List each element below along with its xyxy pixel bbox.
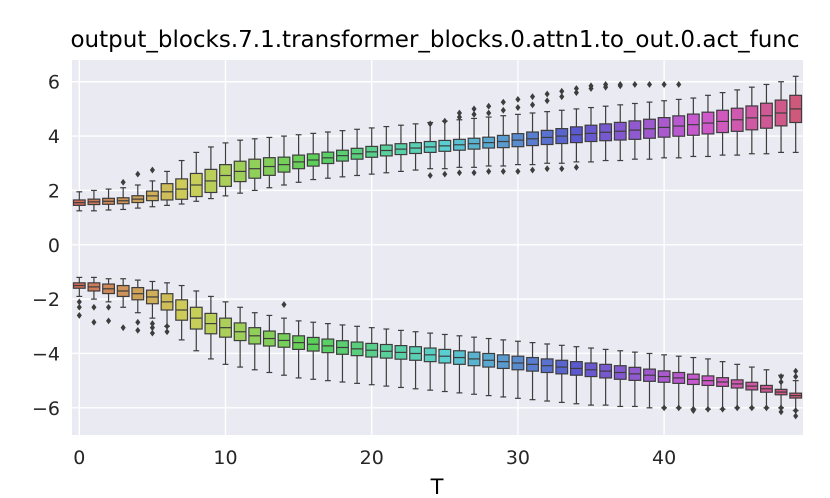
outlier-point xyxy=(471,169,477,177)
outlier-point xyxy=(500,106,506,114)
outlier-point xyxy=(559,165,565,173)
outlier-point xyxy=(544,97,550,105)
outlier-point xyxy=(486,102,492,110)
outlier-point xyxy=(486,109,492,117)
outlier-point xyxy=(76,312,82,319)
outlier-point xyxy=(135,326,141,334)
y-tick-label: −2 xyxy=(32,289,60,311)
x-tick-label: 10 xyxy=(213,447,237,469)
outlier-point xyxy=(778,404,784,412)
chart-title: output_blocks.7.1.transformer_blocks.0.a… xyxy=(70,27,799,53)
outlier-point xyxy=(676,81,682,88)
y-tick-label: 2 xyxy=(48,180,60,202)
outlier-point xyxy=(515,96,521,103)
x-tick-label: 30 xyxy=(506,447,530,469)
x-tick-labels: 0 10 20 30 40 xyxy=(73,447,676,469)
outlier-point xyxy=(281,301,287,308)
outlier-point xyxy=(646,81,653,88)
y-tick-label: 6 xyxy=(48,72,60,94)
outlier-point xyxy=(500,168,506,175)
outlier-point xyxy=(500,98,506,106)
outlier-point xyxy=(135,170,141,178)
outlier-point xyxy=(120,324,126,332)
outlier-point xyxy=(427,172,433,179)
outlier-point xyxy=(793,412,799,420)
outlier-point xyxy=(720,405,726,413)
y-tick-label: −6 xyxy=(32,398,60,420)
outlier-point xyxy=(573,89,579,97)
outlier-point xyxy=(529,101,536,109)
outlier-point xyxy=(91,318,97,326)
outlier-point xyxy=(486,168,492,175)
x-axis-label: T xyxy=(430,475,444,498)
outlier-point xyxy=(559,93,565,101)
outlier-point xyxy=(164,322,170,330)
outlier-points xyxy=(76,81,799,420)
outlier-point xyxy=(778,373,784,380)
outlier-point xyxy=(734,404,740,412)
y-tick-labels: −6 −4 −2 0 2 4 6 xyxy=(32,72,60,420)
outlier-point xyxy=(529,93,536,101)
outlier-point xyxy=(164,328,170,336)
outlier-point xyxy=(471,110,477,118)
outlier-point xyxy=(91,303,97,311)
outlier-point xyxy=(456,109,462,117)
outlier-point xyxy=(676,404,682,412)
x-tick-label: 20 xyxy=(360,447,384,469)
outlier-point xyxy=(135,318,141,326)
outlier-point xyxy=(690,407,696,414)
outlier-point xyxy=(149,324,155,332)
outlier-point xyxy=(442,170,448,178)
y-tick-label: −4 xyxy=(32,343,60,365)
outlier-point xyxy=(559,87,565,95)
outlier-point xyxy=(617,81,623,88)
outlier-point xyxy=(793,373,799,380)
outlier-point xyxy=(544,90,550,98)
outlier-point xyxy=(106,317,112,325)
outlier-point xyxy=(471,105,477,113)
x-tick-label: 0 xyxy=(73,447,85,469)
outlier-point xyxy=(749,404,755,412)
outlier-point xyxy=(149,320,155,327)
outlier-point xyxy=(149,329,155,337)
y-tick-label: 0 xyxy=(48,235,60,257)
outlier-point xyxy=(763,404,769,412)
y-tick-label: 4 xyxy=(48,126,60,148)
outlier-point xyxy=(120,178,126,186)
box-series xyxy=(72,75,803,412)
outlier-point xyxy=(573,163,579,171)
outlier-point xyxy=(573,85,579,92)
outlier-point xyxy=(588,82,594,90)
outlier-point xyxy=(661,404,667,412)
outlier-point xyxy=(632,81,638,88)
outlier-point xyxy=(515,104,521,111)
outlier-point xyxy=(149,166,155,174)
outlier-point xyxy=(793,367,799,375)
outlier-point xyxy=(793,407,799,414)
outlier-point xyxy=(442,117,448,125)
outlier-point xyxy=(456,113,462,121)
outlier-point xyxy=(603,81,609,88)
outlier-point xyxy=(456,169,462,177)
x-tick-label: 40 xyxy=(652,447,676,469)
outlier-point xyxy=(76,303,82,311)
outlier-point xyxy=(778,408,784,416)
outlier-point xyxy=(515,168,521,175)
outlier-point xyxy=(529,166,536,174)
outlier-point xyxy=(661,81,667,88)
outlier-point xyxy=(106,303,112,311)
outlier-point xyxy=(544,165,550,173)
outlier-point xyxy=(778,378,784,386)
outlier-point xyxy=(76,298,82,306)
outlier-point xyxy=(705,405,711,413)
outlier-point xyxy=(427,120,433,128)
